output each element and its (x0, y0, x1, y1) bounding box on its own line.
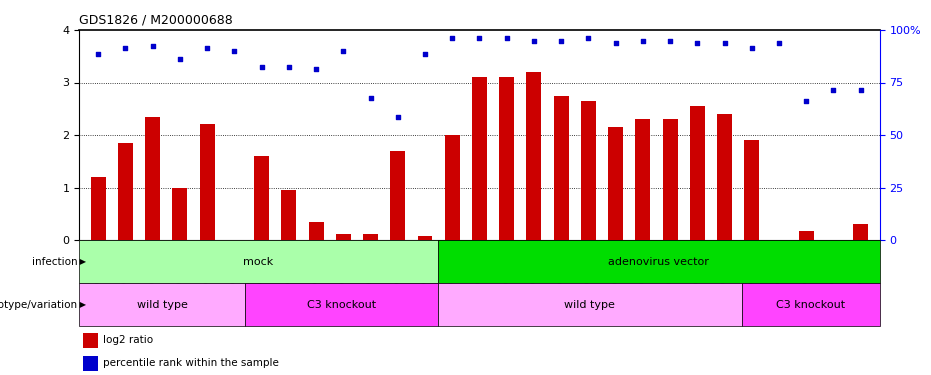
Point (854, 87, 869, 93)
Bar (526, 72, 542, 240)
Point (527, 38, 542, 44)
Bar (145, 117, 160, 240)
Point (145, 43, 160, 49)
Point (717, 40, 732, 46)
Bar (799, 231, 814, 240)
Bar (245, 283, 439, 326)
Bar (83, 356, 98, 371)
Bar (281, 190, 296, 240)
Bar (439, 283, 742, 326)
Bar (308, 222, 324, 240)
Text: GDS1826 / M200000688: GDS1826 / M200000688 (79, 13, 233, 26)
Bar (742, 283, 880, 326)
Point (608, 40, 623, 46)
Bar (472, 77, 487, 240)
Bar (79, 283, 245, 326)
Bar (199, 124, 215, 240)
Point (772, 40, 787, 46)
Point (472, 35, 487, 41)
Bar (608, 127, 623, 240)
Point (826, 87, 841, 93)
Point (690, 40, 705, 46)
Point (445, 35, 460, 41)
Text: ▶: ▶ (77, 257, 87, 266)
Point (336, 48, 351, 54)
Text: C3 knockout: C3 knockout (307, 300, 376, 310)
Bar (744, 140, 760, 240)
Bar (83, 333, 98, 348)
Bar (254, 156, 269, 240)
Point (118, 45, 133, 51)
Bar (853, 224, 869, 240)
Bar (499, 77, 514, 240)
Bar (336, 234, 351, 240)
Bar (79, 240, 439, 283)
Point (663, 38, 678, 44)
Point (227, 48, 242, 54)
Point (281, 64, 296, 70)
Text: ▶: ▶ (77, 300, 87, 309)
Bar (554, 96, 569, 240)
Text: adenovirus vector: adenovirus vector (609, 256, 709, 267)
Text: percentile rank within the sample: percentile rank within the sample (103, 358, 279, 368)
Text: log2 ratio: log2 ratio (103, 335, 154, 345)
Point (172, 56, 187, 62)
Point (254, 64, 269, 70)
Point (745, 45, 760, 51)
Bar (118, 143, 133, 240)
Bar (690, 106, 705, 240)
Point (417, 51, 432, 57)
Point (499, 35, 514, 41)
Point (390, 114, 405, 120)
Point (636, 38, 651, 44)
Point (799, 98, 814, 104)
Bar (581, 101, 596, 240)
Bar (90, 177, 106, 240)
Bar (663, 119, 678, 240)
Bar (363, 234, 378, 240)
Bar (445, 135, 460, 240)
Text: mock: mock (244, 256, 274, 267)
Bar (717, 114, 732, 240)
Bar (635, 119, 651, 240)
Text: wild type: wild type (564, 300, 615, 310)
Text: wild type: wild type (137, 300, 187, 310)
Bar (390, 151, 405, 240)
Text: infection: infection (32, 256, 77, 267)
Point (308, 66, 323, 72)
Point (581, 35, 596, 41)
Point (90, 51, 105, 57)
Point (199, 45, 214, 51)
Point (363, 95, 378, 101)
Bar (417, 236, 433, 240)
Bar (439, 240, 880, 283)
Point (554, 38, 569, 44)
Text: genotype/variation: genotype/variation (0, 300, 77, 310)
Bar (172, 188, 187, 240)
Text: C3 knockout: C3 knockout (776, 300, 845, 310)
